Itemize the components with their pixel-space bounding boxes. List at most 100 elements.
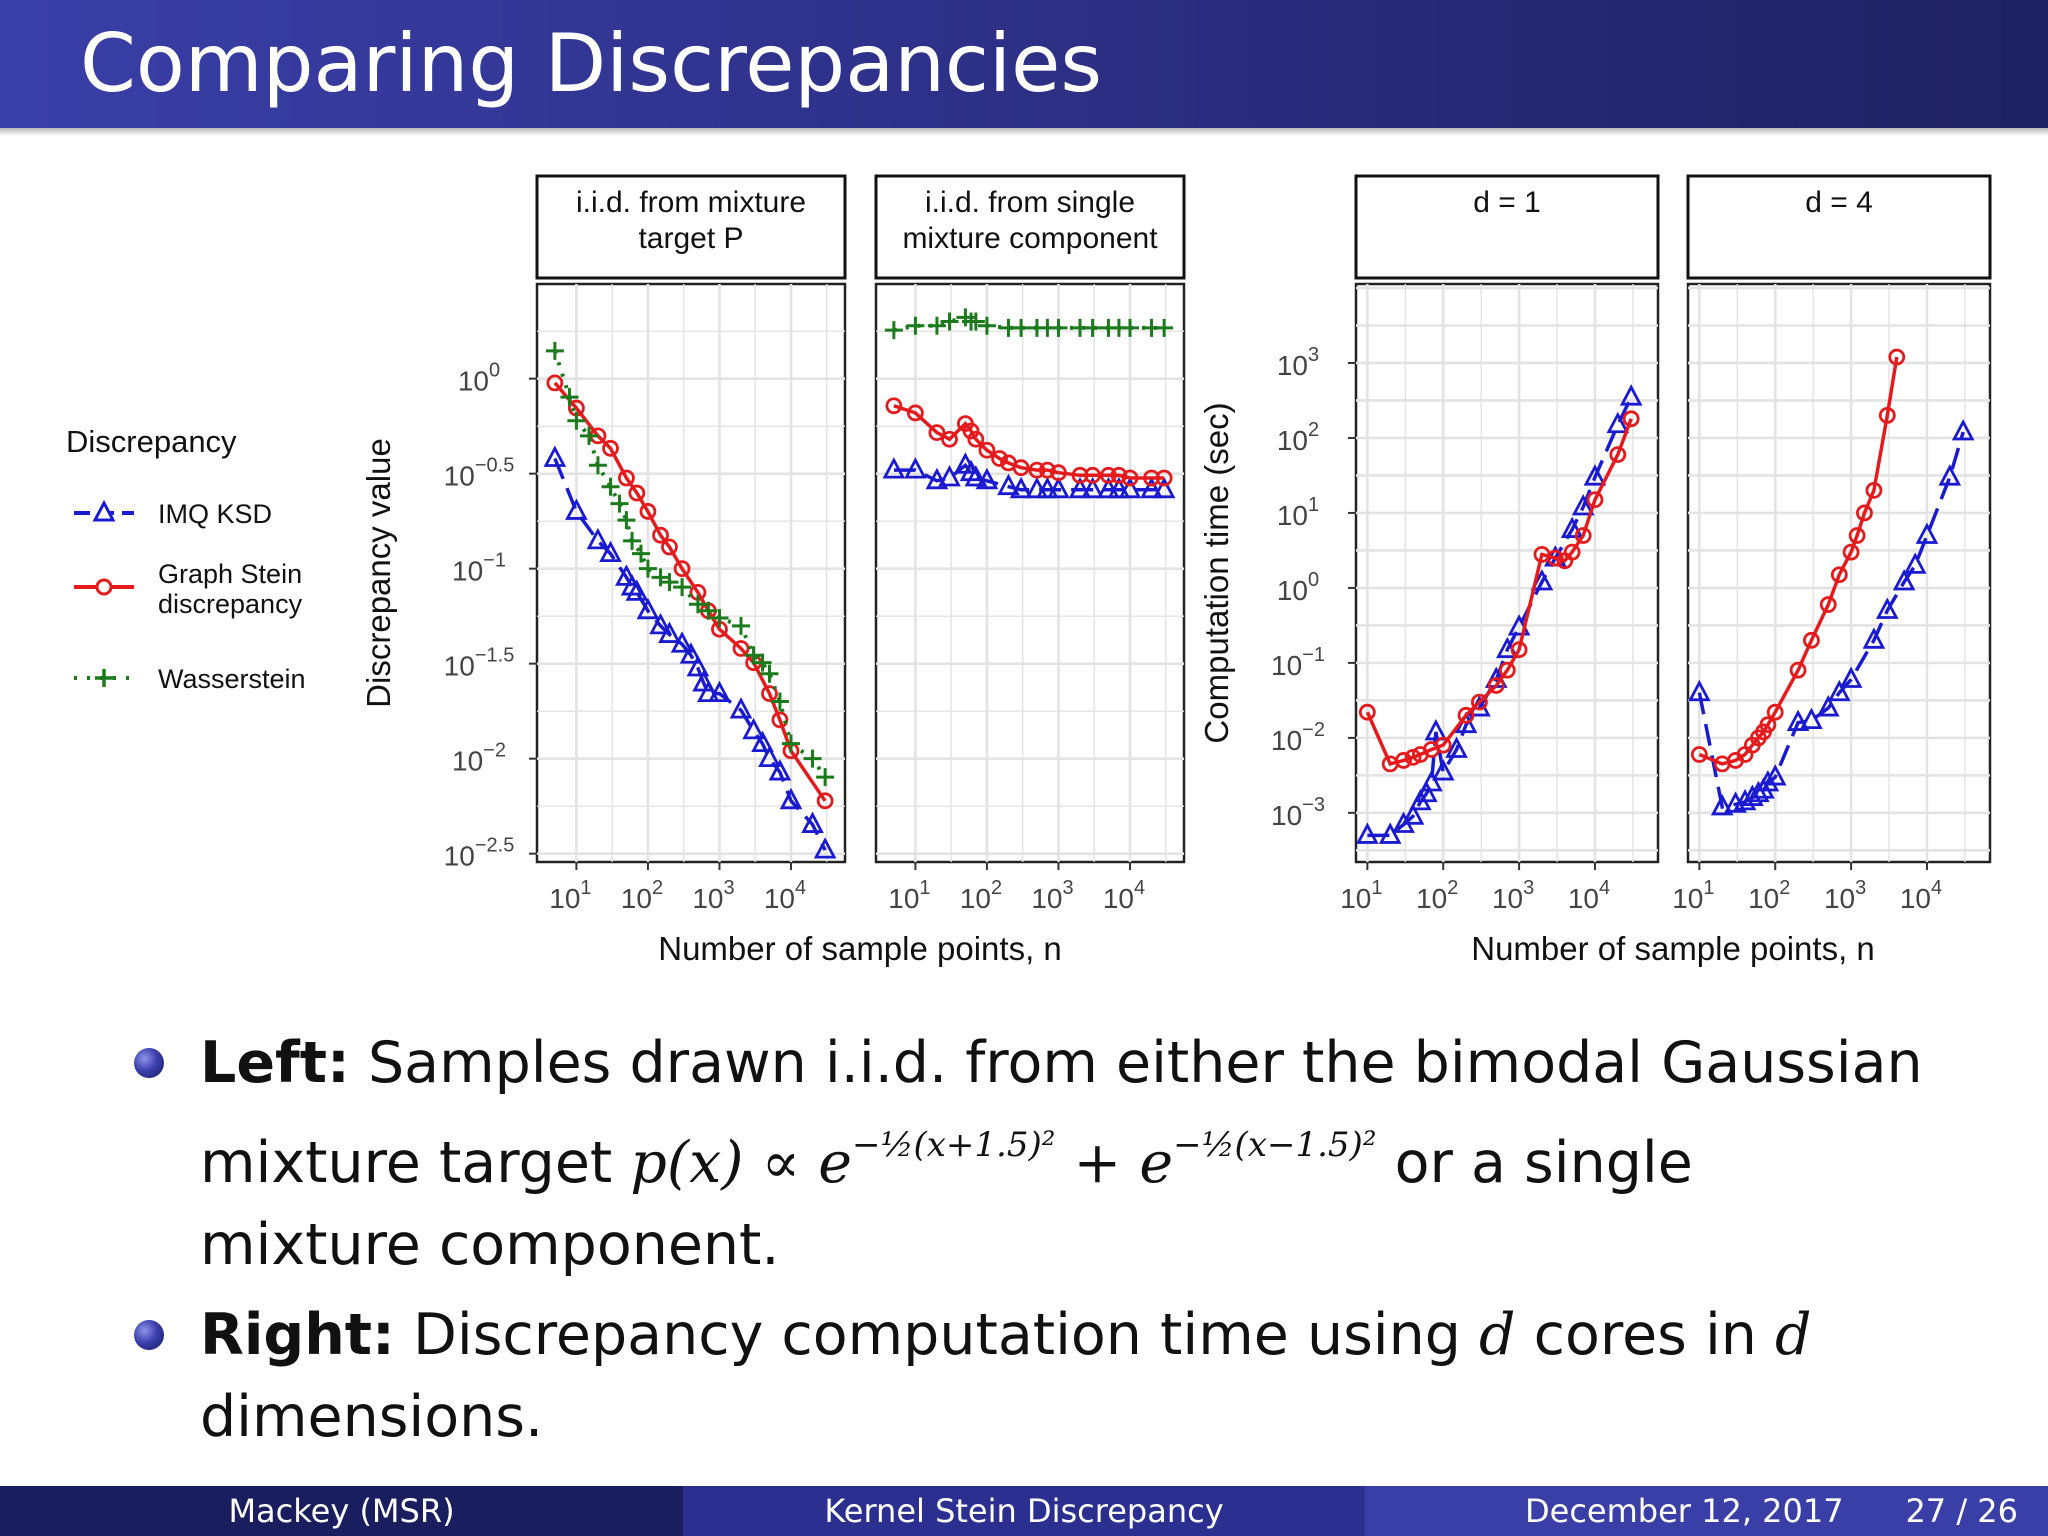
- data-point-triangle: [658, 621, 681, 643]
- legend-item-3: Wasserstein: [74, 664, 306, 694]
- x-tick-label-base: 10: [1340, 883, 1371, 914]
- grid: [876, 284, 1184, 862]
- data-point-plus: [1155, 318, 1174, 337]
- data-point-triangle: [801, 811, 824, 833]
- data-point-circle: [1546, 549, 1564, 567]
- data-point-triangle: [1839, 666, 1863, 688]
- bullet-left-text4: mixture component.: [200, 1212, 780, 1278]
- y-tick-label-exp: −2: [483, 740, 506, 762]
- data-point-triangle: [1445, 736, 1468, 758]
- legend-title: Discrepancy: [66, 424, 237, 459]
- y-tick-label-base: 10: [452, 746, 483, 777]
- strip-box: [874, 174, 1186, 280]
- x-tick-label: 102: [621, 877, 663, 914]
- data-point-plus: [617, 511, 636, 530]
- series-graph-stein-discrepancy: [546, 374, 834, 810]
- data-point-circle: [673, 560, 691, 578]
- data-point-circle: [1803, 631, 1820, 649]
- data-point-triangle: [1356, 822, 1379, 844]
- data-point-circle: [1038, 461, 1056, 479]
- y-tick-label: 10−1.5: [444, 645, 515, 682]
- data-point-circle: [1487, 677, 1505, 694]
- x-tick-label-exp: 4: [1931, 877, 1942, 899]
- strip-title: mixture component: [902, 222, 1158, 255]
- x-tick-label-base: 10: [888, 883, 919, 914]
- x-tick-label: 101: [888, 877, 930, 914]
- data-point-circle: [732, 640, 750, 657]
- data-point-plus: [1049, 318, 1068, 337]
- bullet-right-text1: Discrepancy computation time using: [412, 1302, 1461, 1368]
- x-tick-label-base: 10: [764, 883, 795, 914]
- figure: Discrepancy IMQ KSD Graph Steindiscrepancy…: [66, 174, 1992, 967]
- series-graph-stein-discrepancy: [1690, 348, 1906, 773]
- data-point-plus: [803, 749, 822, 768]
- x-tick-label-exp: 3: [723, 877, 734, 899]
- data-point-triangle: [1800, 707, 1823, 729]
- series-graph-stein-discrepancy: [1358, 410, 1640, 773]
- data-point-circle: [1028, 461, 1046, 479]
- x-tick-label-exp: 1: [919, 877, 930, 899]
- data-point-triangle: [1756, 770, 1780, 792]
- data-point-triangle: [1140, 476, 1163, 499]
- x-tick-label: 102: [1748, 877, 1790, 914]
- data-point-circle: [906, 404, 924, 422]
- data-point-triangle: [1688, 679, 1711, 702]
- footer-author: Mackey (MSR): [0, 1486, 683, 1536]
- y-tick-label: 10−1: [452, 550, 506, 587]
- x-tick-label-base: 10: [960, 883, 991, 914]
- x-tick-label-base: 10: [1492, 883, 1523, 914]
- formula-plus: + e: [1055, 1130, 1174, 1196]
- x-tick-label-base: 10: [1748, 883, 1779, 914]
- data-point-triangle: [1571, 494, 1595, 516]
- data-point-plus: [610, 494, 629, 513]
- legend-label: Graph Stein: [158, 559, 302, 589]
- data-point-circle: [1358, 703, 1376, 721]
- strip-title: i.i.d. from single: [925, 186, 1135, 219]
- series-imq-ksd: [1688, 419, 1975, 816]
- y-tick-label-exp: 0: [489, 360, 500, 382]
- data-point-triangle: [768, 759, 792, 781]
- y-tick-label: 103: [1277, 344, 1319, 381]
- data-point-plus: [560, 388, 579, 407]
- data-point-circle: [991, 450, 1008, 467]
- x-tick-label: 102: [1416, 877, 1458, 914]
- data-point-triangle: [649, 612, 672, 635]
- x-tick-label: 104: [764, 877, 806, 914]
- legend: Discrepancy IMQ KSD Graph Steindiscrepancy…: [66, 424, 306, 694]
- data-point-plus: [753, 653, 772, 672]
- y-tick-label-exp: −1.5: [475, 645, 514, 667]
- bullet-dot-icon: [134, 1048, 164, 1078]
- x-tick-label-exp: 4: [795, 877, 806, 899]
- data-point-triangle: [697, 680, 720, 702]
- x-tick-label-exp: 4: [1134, 877, 1145, 899]
- strip-title: d = 4: [1805, 186, 1873, 219]
- data-point-triangle: [1009, 476, 1033, 499]
- strip-box: [1354, 174, 1660, 280]
- bullet-left-label: Left:: [200, 1030, 350, 1096]
- x-tick-label-exp: 2: [991, 877, 1002, 899]
- legend-label: Wasserstein: [158, 664, 306, 694]
- series-line: [893, 462, 1165, 492]
- data-point-circle: [1842, 543, 1860, 561]
- data-point-plus: [940, 312, 959, 331]
- data-point-plus: [567, 411, 586, 430]
- x-tick-label-base: 10: [692, 883, 723, 914]
- data-point-circle: [628, 484, 646, 502]
- x-tick-label-exp: 2: [1447, 877, 1458, 899]
- y-tick-label-exp: −2.5: [475, 835, 514, 857]
- data-point-circle: [546, 374, 564, 392]
- bullet-right-var1: d: [1479, 1302, 1516, 1368]
- data-point-triangle: [751, 730, 774, 753]
- data-point-circle: [661, 538, 678, 556]
- y-tick-label: 10−1: [1271, 644, 1325, 681]
- data-point-circle: [1586, 491, 1604, 509]
- data-point-circle: [639, 503, 657, 520]
- y-tick-label-base: 10: [1271, 800, 1302, 831]
- y-axis-title-left: Discrepancy value: [360, 438, 397, 708]
- data-point-triangle: [1903, 552, 1927, 574]
- formula-exponent-1: −½(x+1.5)²: [852, 1125, 1056, 1165]
- strip-box: [535, 174, 847, 280]
- y-tick-label: 100: [1277, 569, 1319, 606]
